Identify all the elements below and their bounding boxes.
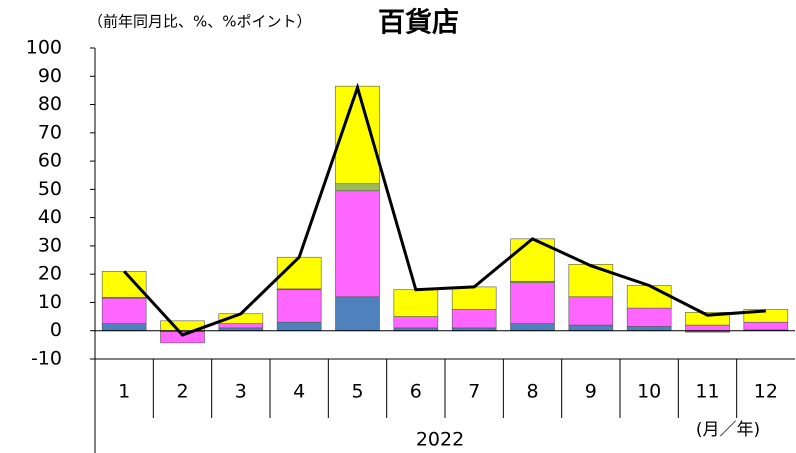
x-tick-label: 12 bbox=[754, 381, 778, 403]
y-tick-label: 70 bbox=[38, 121, 62, 143]
bar bbox=[335, 183, 380, 192]
bar bbox=[101, 323, 147, 332]
x-tick-label: 2 bbox=[176, 381, 188, 403]
group-label: 2022 bbox=[416, 429, 464, 451]
x-tick-label: 3 bbox=[235, 381, 247, 403]
bar bbox=[451, 286, 497, 310]
x-unit-label: (月／年) bbox=[696, 420, 760, 440]
y-tick-label: 80 bbox=[38, 93, 62, 115]
bar bbox=[510, 323, 555, 332]
bar bbox=[568, 324, 614, 332]
bar bbox=[510, 282, 555, 324]
y-tick-label: 0 bbox=[50, 319, 62, 341]
line bbox=[123, 82, 766, 337]
bar bbox=[276, 289, 322, 323]
bar bbox=[451, 309, 497, 329]
y-tick-label: 20 bbox=[38, 263, 62, 285]
bar bbox=[743, 321, 789, 331]
bar bbox=[101, 297, 147, 324]
bar bbox=[335, 296, 380, 332]
bar bbox=[626, 307, 672, 327]
y-tick-label: 10 bbox=[38, 291, 62, 313]
y-tick-label: -10 bbox=[31, 348, 62, 370]
bar bbox=[335, 190, 380, 298]
x-tick-label: 10 bbox=[637, 381, 661, 403]
x-tick-label: 1 bbox=[118, 381, 130, 403]
y-tick-label: 90 bbox=[38, 65, 62, 87]
y-tick-label: 50 bbox=[38, 178, 62, 200]
bar bbox=[218, 323, 264, 329]
y-tick-label: 40 bbox=[38, 206, 62, 228]
bar bbox=[393, 316, 439, 329]
y-tick-label: 30 bbox=[38, 234, 62, 256]
bar bbox=[568, 263, 614, 298]
bar bbox=[393, 289, 439, 317]
bar bbox=[568, 296, 614, 326]
bar bbox=[101, 271, 147, 298]
bar bbox=[626, 326, 672, 332]
y-tick-label: 100 bbox=[26, 37, 62, 59]
chart-title: 百貨店 bbox=[378, 7, 459, 39]
x-tick-label: 6 bbox=[410, 381, 422, 403]
x-tick-label: 5 bbox=[351, 381, 363, 403]
y-tick-label: 60 bbox=[38, 150, 62, 172]
bar bbox=[626, 285, 672, 309]
bar bbox=[160, 331, 205, 344]
x-tick-label: 9 bbox=[585, 381, 597, 403]
chart-subtitle: （前年同月比、%、%ポイント） bbox=[88, 13, 312, 31]
x-tick-label: 7 bbox=[468, 381, 480, 403]
x-tick-label: 8 bbox=[526, 381, 538, 403]
bar bbox=[685, 324, 730, 332]
x-tick-label: 4 bbox=[293, 381, 305, 403]
x-tick-label: 11 bbox=[695, 381, 719, 403]
bar bbox=[276, 321, 322, 332]
